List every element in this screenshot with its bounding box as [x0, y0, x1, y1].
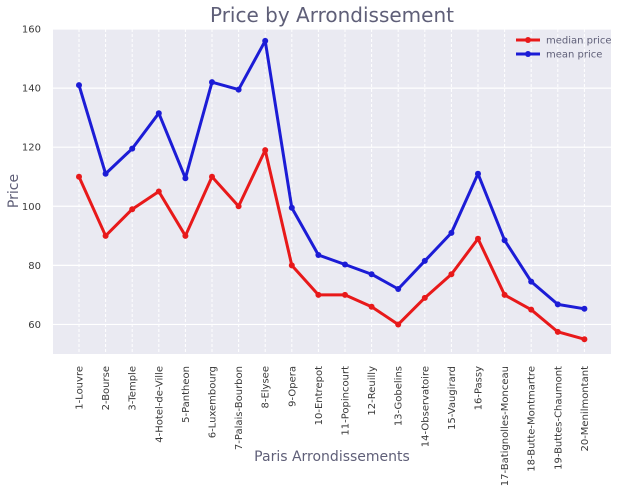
mean-price-point: [421, 257, 428, 264]
x-tick-label: 11-Popincourt: [341, 366, 352, 436]
x-tick-label: 19-Buttes-Chaumont: [553, 366, 564, 470]
y-tick-label: 140: [22, 84, 41, 95]
mean-price-point: [155, 110, 162, 117]
median-price-legend-marker: [525, 37, 531, 43]
x-tick-label: 12-Reuilly: [367, 366, 378, 416]
median-price-point: [342, 291, 348, 298]
x-tick-label: 4-Hotel-de-Ville: [154, 366, 165, 443]
x-tick-label: 16-Passy: [474, 366, 485, 410]
x-axis-label: Paris Arrondissements: [254, 449, 410, 465]
series-lines: [76, 37, 588, 343]
mean-price-point: [288, 204, 295, 211]
median-price-legend-label: median price: [546, 36, 612, 47]
mean-price-line: [77, 39, 585, 311]
median-price-point: [209, 173, 215, 180]
x-tick-label: 7-Palais-Bourbon: [234, 366, 245, 450]
median-price-point: [448, 271, 455, 278]
median-price-point: [368, 303, 375, 310]
mean-price-point: [581, 305, 588, 312]
median-price-point: [421, 294, 428, 301]
x-tick-label: 15-Vaugirard: [447, 366, 458, 430]
mean-price-point: [235, 86, 242, 93]
median-price-point: [182, 232, 189, 239]
mean-price-point: [554, 301, 561, 308]
chart-title: Price by Arrondissement: [210, 3, 454, 27]
legend: median price mean price: [516, 36, 612, 61]
mean-price-legend-label: mean price: [546, 50, 602, 61]
x-tick-label: 5-Pantheon: [181, 366, 192, 423]
x-tick-label: 6-Luxembourg: [208, 366, 219, 438]
mean-price-point: [368, 271, 375, 278]
x-tick-label: 17-Batignolles-Monceau: [500, 366, 511, 486]
mean-price-point: [475, 170, 481, 177]
mean-price-point: [342, 261, 348, 268]
x-tick-label: 8-Elysee: [261, 366, 272, 409]
mean-price-point: [501, 237, 508, 244]
mean-price-point: [315, 252, 322, 259]
x-tick-label: 1-Louvre: [75, 366, 86, 410]
mean-price-point: [209, 79, 215, 86]
x-tick-label: 20-Menilmontant: [580, 366, 591, 452]
median-price-point: [395, 321, 402, 328]
median-price-point: [288, 262, 295, 269]
median-price-point: [528, 306, 535, 313]
y-axis-label: Price: [6, 174, 22, 208]
mean-price-point: [102, 170, 109, 177]
median-price-point: [262, 147, 269, 154]
y-tick-label: 160: [22, 25, 41, 36]
x-tick-label: 13-Gobelins: [394, 366, 405, 426]
median-price-point: [102, 232, 109, 239]
y-tick-labels: 60 80 100 120 140 160: [22, 25, 41, 331]
mean-price-point: [448, 229, 455, 236]
y-tick-label: 80: [28, 261, 41, 272]
median-price-point: [76, 173, 82, 180]
x-tick-label: 3-Temple: [128, 366, 139, 411]
y-tick-label: 60: [28, 320, 41, 331]
x-tick-label: 10-Entrepot: [314, 366, 325, 425]
median-price-point: [155, 188, 162, 195]
y-tick-label: 100: [22, 202, 41, 213]
median-price-point: [581, 336, 588, 343]
x-tick-label: 14-Observatoire: [420, 366, 431, 447]
grid-lines: [53, 28, 611, 354]
mean-price-point: [395, 286, 402, 292]
x-tick-label: 18-Butte-Montmartre: [527, 366, 538, 472]
mean-price-point: [528, 278, 535, 285]
plot-background: [53, 29, 611, 354]
mean-price-legend-marker: [525, 51, 531, 57]
median-price-point: [501, 291, 508, 298]
median-price-point: [235, 203, 242, 210]
median-price-point: [315, 291, 322, 298]
x-tick-label: 9-Opera: [287, 366, 298, 407]
median-price-point: [475, 235, 481, 242]
median-price-point: [129, 206, 136, 213]
x-tick-labels: 1-Louvre 2-Bourse 3-Temple 4-Hotel-de-Ville…: [75, 366, 591, 486]
y-tick-label: 120: [22, 143, 41, 154]
x-tick-label: 2-Bourse: [101, 366, 112, 410]
median-price-point: [554, 328, 561, 335]
mean-price-point: [182, 175, 189, 182]
mean-price-point: [129, 145, 136, 152]
mean-price-point: [76, 82, 82, 89]
median-price-line: [77, 148, 585, 341]
mean-price-point: [262, 37, 269, 44]
